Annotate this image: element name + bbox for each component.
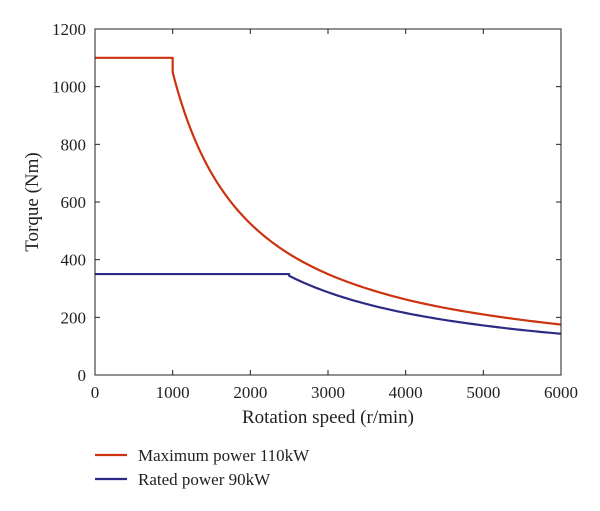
x-tick-label: 1000 [156, 383, 190, 402]
legend-label-maximum-power: Maximum power 110kW [138, 446, 310, 465]
series-line-maximum-power-110kw [95, 56, 562, 326]
x-tick-label: 6000 [544, 383, 578, 402]
y-axis-ticks: 0 200 400 600 800 1000 1200 [52, 20, 561, 385]
x-axis-ticks: 0 1000 2000 3000 4000 5000 6000 [91, 29, 578, 402]
x-tick-label: 4000 [389, 383, 423, 402]
x-axis-label: Rotation speed (r/min) [242, 407, 414, 428]
legend: Maximum power 110kW Rated power 90kW [95, 446, 310, 489]
y-tick-label: 800 [61, 135, 87, 154]
y-tick-label: 1200 [52, 20, 86, 39]
y-axis-label: Torque (Nm) [22, 152, 43, 251]
y-tick-label: 0 [78, 366, 87, 385]
y-tick-label: 400 [61, 251, 87, 270]
x-tick-label: 2000 [233, 383, 267, 402]
y-tick-label: 200 [61, 308, 87, 327]
series-lines [95, 56, 562, 335]
x-tick-label: 5000 [466, 383, 500, 402]
series-line-rated-power-90kw [95, 272, 562, 335]
y-tick-label: 1000 [52, 78, 86, 97]
legend-label-rated-power: Rated power 90kW [138, 470, 271, 489]
x-tick-label: 3000 [311, 383, 345, 402]
x-tick-label: 0 [91, 383, 100, 402]
plot-frame [94, 28, 562, 376]
y-tick-label: 600 [61, 193, 87, 212]
